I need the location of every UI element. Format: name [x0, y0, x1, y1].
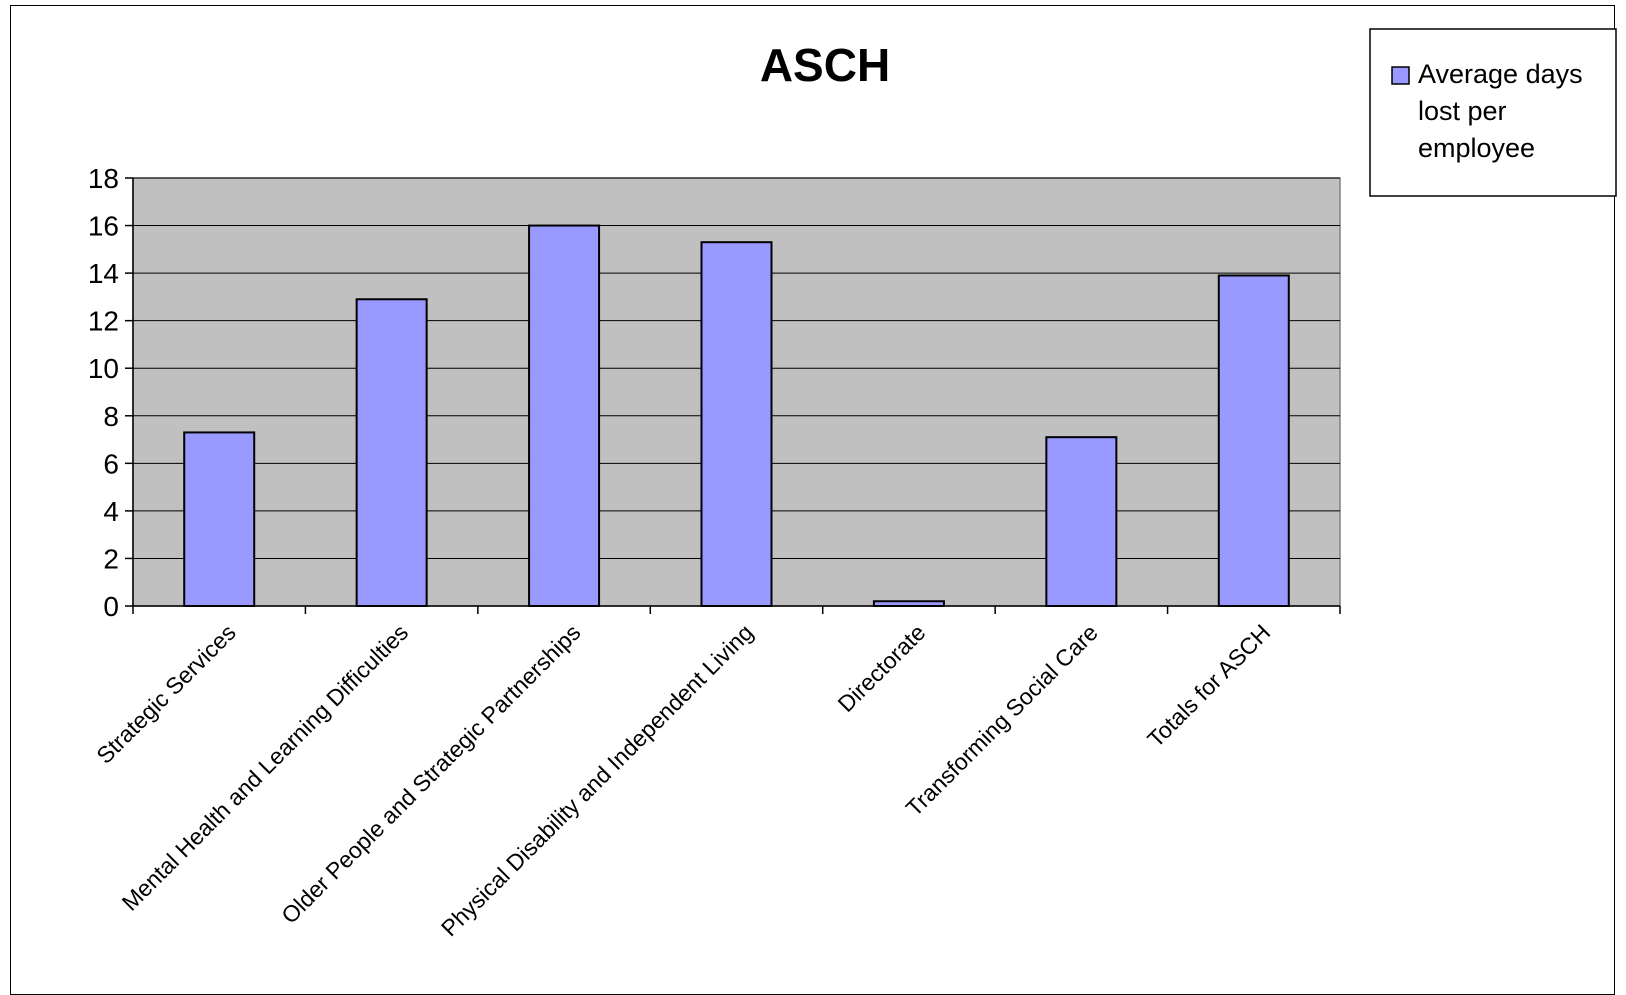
- y-tick-label: 14: [88, 258, 119, 289]
- legend-box: [1369, 28, 1617, 197]
- y-tick-label: 18: [88, 163, 119, 194]
- legend-label-line-3: employee: [1418, 133, 1535, 163]
- bar: [872, 600, 945, 608]
- x-tick-label: Physical Disability and Independent Livi…: [436, 619, 758, 941]
- bar: [1217, 274, 1290, 607]
- y-tick-label: 0: [103, 591, 119, 622]
- x-tick-label: Strategic Services: [91, 619, 240, 768]
- bar: [700, 241, 773, 607]
- legend-label-line-1: Average days: [1418, 59, 1583, 89]
- y-tick-label: 2: [103, 543, 119, 574]
- x-tick-label: Totals for ASCH: [1142, 619, 1275, 752]
- plot-area: 0 2 4 6 8 10 12 14 16 18 Strategic ServicesMental …: [88, 163, 1341, 941]
- y-tick-label: 6: [103, 448, 119, 479]
- y-tick-label: 12: [88, 306, 119, 337]
- legend-swatch: [1391, 66, 1410, 85]
- x-tick-label: Older People and Strategic Partnerships: [276, 619, 585, 928]
- legend: Average days lost per employee: [1369, 28, 1617, 197]
- bar: [183, 431, 256, 607]
- x-tick-label: Mental Health and Learning Difficulties: [117, 619, 414, 916]
- bar: [355, 298, 428, 607]
- bar: [1045, 436, 1118, 607]
- chart-title: ASCH: [760, 39, 890, 91]
- y-tick-label: 8: [103, 401, 119, 432]
- y-tick-label: 16: [88, 211, 119, 242]
- y-tick-label: 10: [88, 353, 119, 384]
- legend-label-line-2: lost per: [1418, 96, 1507, 126]
- y-tick-label: 4: [103, 496, 119, 527]
- bar: [528, 224, 601, 608]
- x-tick-label: Directorate: [833, 619, 931, 717]
- x-tick-label: Transforming Social Care: [901, 619, 1103, 821]
